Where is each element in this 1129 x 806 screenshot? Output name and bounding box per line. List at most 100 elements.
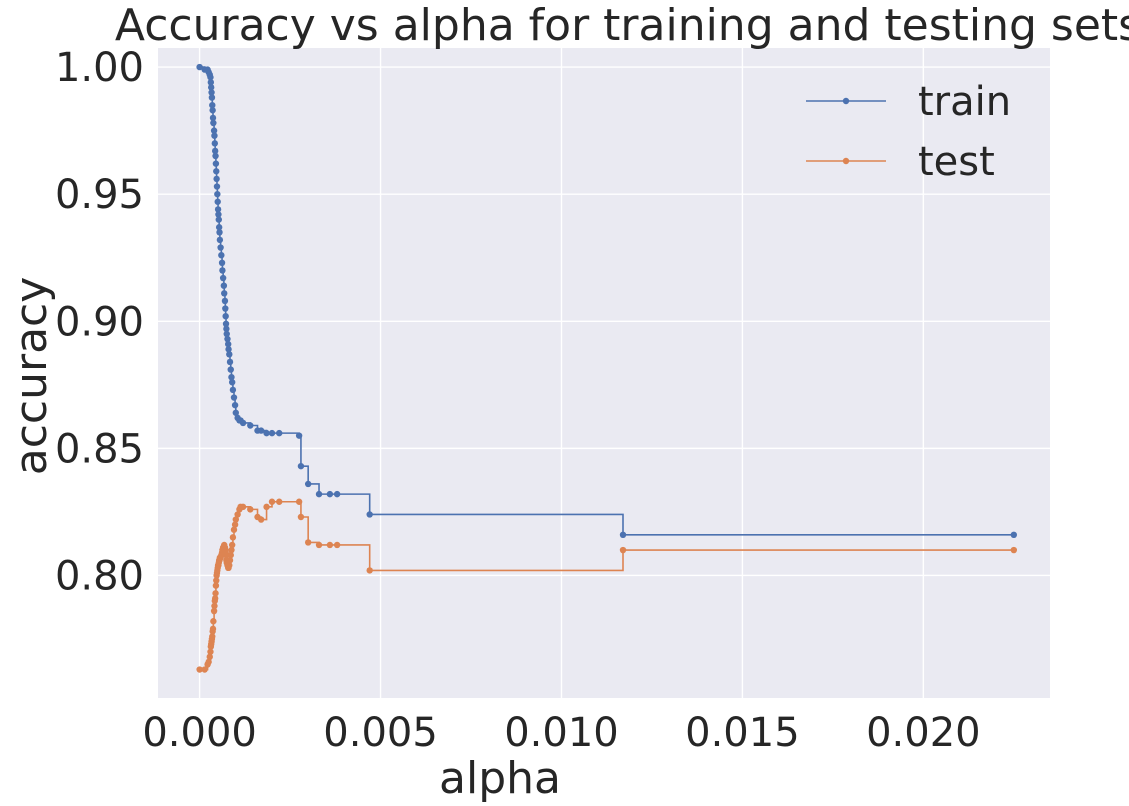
data-point-train bbox=[1010, 531, 1018, 538]
x-tick-label: 0.000 bbox=[142, 710, 257, 756]
data-point-train bbox=[214, 198, 221, 205]
data-point-train bbox=[216, 229, 223, 236]
data-point-train bbox=[210, 127, 218, 134]
data-point-test bbox=[268, 498, 276, 505]
data-point-train bbox=[247, 422, 254, 429]
data-point-test bbox=[209, 633, 216, 640]
data-point-test bbox=[211, 595, 219, 602]
data-point-test bbox=[234, 511, 241, 518]
y-tick-label: 1.00 bbox=[55, 45, 144, 91]
data-point-train bbox=[209, 107, 216, 114]
data-point-train bbox=[619, 531, 627, 538]
data-point-test bbox=[297, 513, 305, 521]
data-point-test bbox=[210, 607, 218, 615]
y-tick-label: 0.90 bbox=[55, 299, 144, 345]
y-axis-label: accuracy bbox=[6, 277, 57, 476]
data-point-train bbox=[222, 320, 230, 328]
data-point-train bbox=[221, 297, 229, 305]
data-point-train bbox=[215, 211, 222, 218]
data-point-train bbox=[210, 119, 217, 127]
data-point-test bbox=[226, 557, 234, 564]
data-point-test bbox=[207, 648, 214, 655]
data-point-test bbox=[239, 503, 247, 511]
data-point-train bbox=[221, 290, 228, 297]
data-point-train bbox=[218, 259, 226, 266]
data-point-test bbox=[228, 541, 236, 549]
data-point-test bbox=[231, 521, 239, 528]
data-point-test bbox=[257, 516, 265, 523]
data-point-test bbox=[295, 498, 303, 505]
legend: train test bbox=[806, 79, 1011, 185]
data-point-test bbox=[228, 546, 235, 554]
data-point-test bbox=[222, 551, 230, 559]
x-tick-label: 0.010 bbox=[504, 710, 619, 756]
data-point-train bbox=[213, 168, 220, 175]
data-point-train bbox=[196, 63, 203, 71]
data-point-test bbox=[304, 539, 312, 546]
data-point-test bbox=[227, 551, 234, 559]
data-point-train bbox=[222, 305, 229, 312]
data-point-train bbox=[213, 183, 221, 190]
data-point-train bbox=[297, 462, 305, 470]
data-point-train bbox=[214, 190, 221, 198]
data-point-train bbox=[223, 330, 230, 338]
data-point-train bbox=[226, 351, 233, 358]
data-point-train bbox=[257, 427, 265, 434]
data-point-train bbox=[208, 89, 215, 96]
y-tick-label: 0.80 bbox=[55, 553, 144, 599]
data-point-train bbox=[222, 312, 229, 320]
y-tick-label: 0.95 bbox=[55, 172, 144, 218]
data-point-train bbox=[216, 236, 224, 244]
data-point-train bbox=[366, 511, 373, 518]
data-point-train bbox=[333, 490, 341, 498]
data-point-test bbox=[366, 567, 373, 574]
data-point-train bbox=[268, 429, 276, 437]
data-point-test bbox=[326, 541, 334, 549]
data-point-train bbox=[215, 216, 222, 223]
data-point-train bbox=[228, 373, 235, 381]
data-point-test bbox=[226, 562, 233, 569]
data-point-train bbox=[219, 274, 227, 282]
data-point-train bbox=[263, 429, 270, 437]
data-point-train bbox=[214, 206, 222, 213]
series-layer bbox=[196, 63, 1018, 673]
data-point-test bbox=[212, 590, 219, 597]
data-point-test bbox=[315, 541, 323, 549]
legend-label-train: train bbox=[918, 79, 1011, 125]
chart-title: Accuracy vs alpha for training and testi… bbox=[115, 0, 1129, 51]
data-point-train bbox=[315, 490, 323, 498]
data-point-train bbox=[218, 251, 225, 259]
data-point-test bbox=[211, 602, 218, 610]
data-point-test bbox=[232, 516, 239, 523]
data-point-train bbox=[304, 480, 312, 488]
data-point-test bbox=[210, 618, 217, 625]
data-point-train bbox=[230, 394, 238, 401]
x-tick-label: 0.015 bbox=[685, 710, 800, 756]
data-point-train bbox=[227, 366, 234, 373]
data-point-test bbox=[1010, 546, 1018, 554]
data-point-train bbox=[225, 340, 232, 348]
x-tick-label: 0.005 bbox=[323, 710, 438, 756]
data-point-train bbox=[211, 140, 219, 147]
data-point-train bbox=[276, 429, 283, 437]
plot-background bbox=[158, 48, 1050, 698]
data-point-train bbox=[211, 147, 219, 155]
data-point-train bbox=[225, 346, 232, 353]
legend-marker-test bbox=[842, 157, 850, 165]
data-point-train bbox=[209, 102, 216, 109]
data-point-train bbox=[211, 132, 218, 139]
data-point-train bbox=[326, 490, 334, 498]
data-point-test bbox=[212, 582, 220, 589]
data-point-train bbox=[207, 84, 215, 91]
data-point-test bbox=[196, 666, 203, 673]
data-point-test bbox=[209, 625, 217, 633]
data-point-test bbox=[247, 506, 254, 513]
data-point-test bbox=[619, 546, 627, 554]
data-point-train bbox=[295, 432, 303, 439]
data-point-train bbox=[226, 358, 234, 366]
data-point-test bbox=[201, 666, 208, 673]
data-point-train bbox=[228, 379, 236, 386]
data-point-train bbox=[239, 419, 247, 427]
data-point-train bbox=[212, 152, 219, 160]
